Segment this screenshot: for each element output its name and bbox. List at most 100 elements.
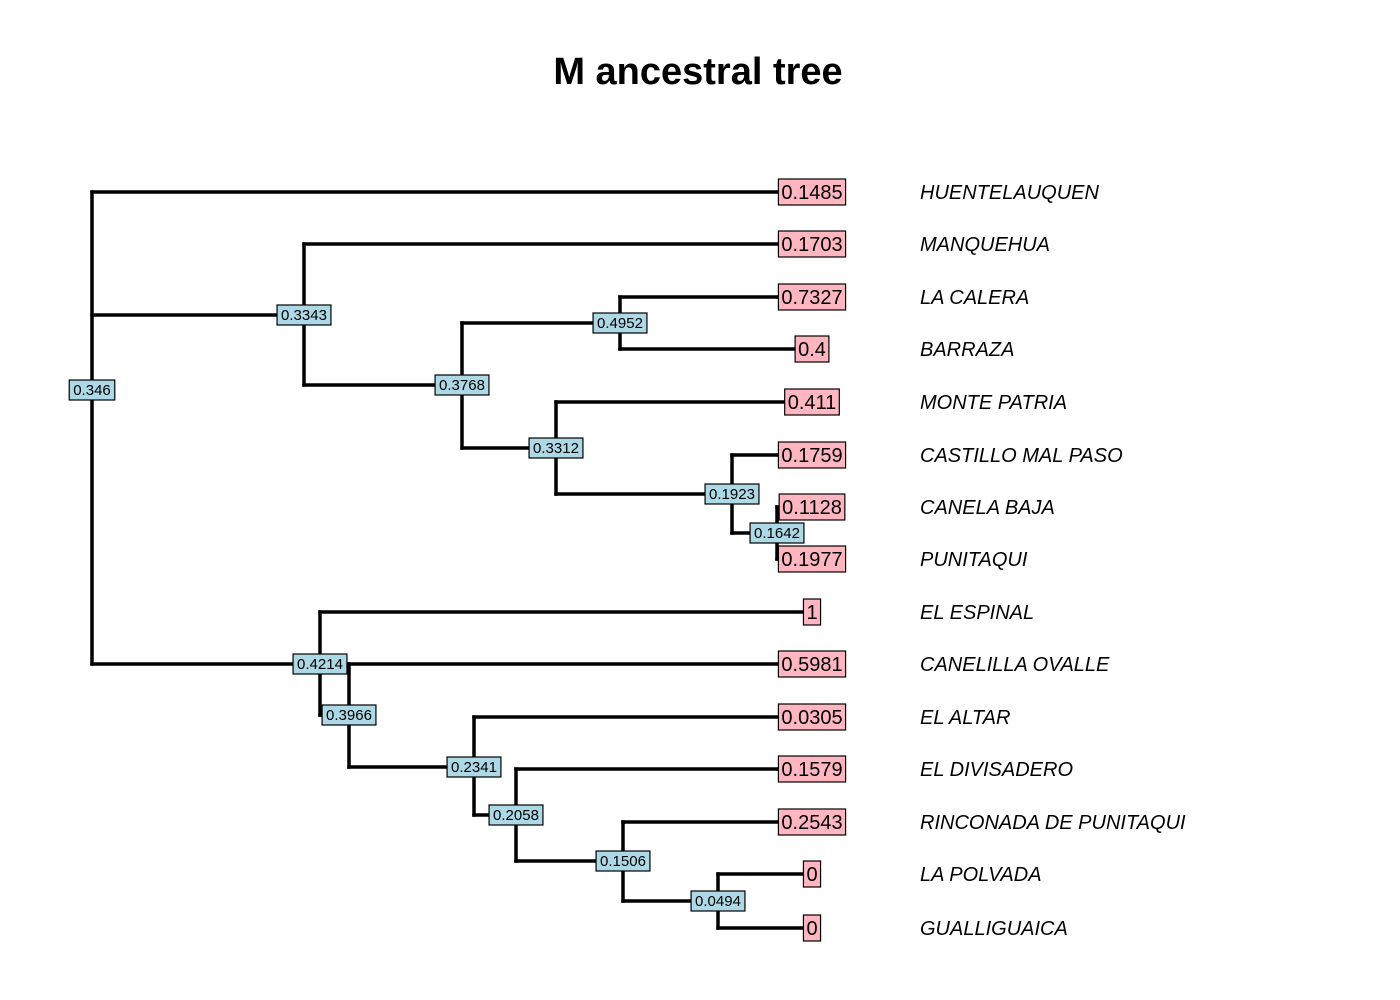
tip-value-4: 0.411 <box>784 388 840 416</box>
tip-value-label: 0.1703 <box>781 234 842 256</box>
tip-value-label: 0 <box>806 864 817 886</box>
tip-label: EL DIVISADERO <box>920 759 1073 781</box>
tip-value-box <box>777 703 847 731</box>
tip-value-box <box>802 914 822 942</box>
tree-edges <box>90 190 814 930</box>
tip-value-label: 0.1128 <box>782 497 842 519</box>
node-value-box <box>592 312 648 334</box>
node-value-label: 0.1506 <box>600 853 646 870</box>
tip-value-label: 1 <box>806 602 817 624</box>
tip-value-box <box>784 388 840 416</box>
tip-value-label: 0.1759 <box>781 445 842 467</box>
tip-value-box <box>777 755 847 783</box>
tip-value-14: 0 <box>802 914 822 942</box>
tip-label: MANQUEHUA <box>920 234 1050 256</box>
node-value-box <box>446 756 502 778</box>
tip-label: EL ESPINAL <box>920 602 1034 624</box>
tip-value-label: 0.0305 <box>781 707 842 729</box>
node-value-box <box>488 804 544 826</box>
node-value-label: 0.3768 <box>439 377 485 394</box>
node-value-n6: 0.1923 <box>704 483 760 505</box>
node-value-n13: 0.0494 <box>690 890 746 912</box>
node-value-box <box>528 437 584 459</box>
tip-value-box <box>802 598 822 626</box>
node-value-label: 0.3966 <box>326 707 372 724</box>
node-value-boxes: 0.346 0.3343 0.3768 0.4952 0.3312 0.1923 0.164… <box>68 304 805 912</box>
diagram-title: M ancestral tree <box>553 51 842 93</box>
node-value-label: 0.1923 <box>709 486 755 503</box>
tip-value-13: 0 <box>802 860 822 888</box>
tip-value-label: 0.5981 <box>781 654 842 676</box>
tip-value-2: 0.7327 <box>777 283 847 311</box>
tip-value-label: 0.1579 <box>781 759 842 781</box>
node-value-box <box>68 379 116 401</box>
node-value-n10: 0.2341 <box>446 756 502 778</box>
tip-value-0: 0.1485 <box>777 178 847 206</box>
tip-label: BARRAZA <box>920 339 1014 361</box>
tip-value-boxes: 0.1485 0.1703 0.7327 0.4 0.411 0.1759 0.1128 0.… <box>777 178 847 942</box>
node-value-n7: 0.1642 <box>749 522 805 544</box>
tip-value-box <box>777 808 847 836</box>
tip-value-box <box>777 230 847 258</box>
tip-value-9: 0.5981 <box>777 650 847 678</box>
tip-label: LA CALERA <box>920 287 1029 309</box>
tip-value-8: 1 <box>802 598 822 626</box>
node-value-n8: 0.4214 <box>292 653 348 675</box>
tip-value-box <box>777 545 847 573</box>
tip-value-label: 0.1977 <box>781 549 842 571</box>
tip-value-10: 0.0305 <box>777 703 847 731</box>
tip-value-box <box>777 650 847 678</box>
tip-value-label: 0.7327 <box>781 287 842 309</box>
tip-labels: HUENTELAUQUEN MANQUEHUA LA CALERA BARRAZA MO… <box>920 182 1186 940</box>
tip-value-box <box>777 441 847 469</box>
tip-label: PUNITAQUI <box>920 549 1028 571</box>
tip-value-5: 0.1759 <box>777 441 847 469</box>
node-value-label: 0.4214 <box>297 656 343 673</box>
tip-label: EL ALTAR <box>920 707 1010 729</box>
tip-value-box <box>777 283 847 311</box>
node-value-box <box>292 653 348 675</box>
node-value-box <box>434 374 490 396</box>
tip-label: HUENTELAUQUEN <box>920 182 1099 204</box>
node-value-label: 0.2341 <box>451 759 497 776</box>
node-value-n12: 0.1506 <box>595 850 651 872</box>
node-value-box <box>749 522 805 544</box>
tip-value-7: 0.1977 <box>777 545 847 573</box>
node-value-box <box>690 890 746 912</box>
node-value-label: 0.1642 <box>754 525 800 542</box>
node-value-label: 0.4952 <box>597 315 643 332</box>
tip-label: RINCONADA DE PUNITAQUI <box>920 812 1186 834</box>
node-value-label: 0.3343 <box>281 307 327 324</box>
node-value-n9: 0.3966 <box>321 704 377 726</box>
node-value-n5: 0.3312 <box>528 437 584 459</box>
node-value-n3: 0.3768 <box>434 374 490 396</box>
tip-value-6: 0.1128 <box>778 493 846 521</box>
tip-value-box <box>777 178 847 206</box>
node-value-n2: 0.3343 <box>276 304 332 326</box>
tip-label: CASTILLO MAL PASO <box>920 445 1123 467</box>
tip-label: LA POLVADA <box>920 864 1042 886</box>
tip-value-box <box>802 860 822 888</box>
tip-value-box <box>778 493 846 521</box>
tip-value-3: 0.4 <box>794 335 830 363</box>
node-value-n4: 0.4952 <box>592 312 648 334</box>
node-value-box <box>276 304 332 326</box>
tip-label: CANELILLA OVALLE <box>920 654 1110 676</box>
node-value-n1: 0.346 <box>68 379 116 401</box>
tip-value-box <box>794 335 830 363</box>
node-value-label: 0.2058 <box>493 807 539 824</box>
node-value-box <box>704 483 760 505</box>
tip-value-12: 0.2543 <box>777 808 847 836</box>
tip-value-label: 0 <box>806 918 817 940</box>
tip-label: MONTE PATRIA <box>920 392 1067 414</box>
tip-value-11: 0.1579 <box>777 755 847 783</box>
tip-value-label: 0.4 <box>798 339 826 361</box>
tip-label: GUALLIGUAICA <box>920 918 1068 940</box>
tip-value-1: 0.1703 <box>777 230 847 258</box>
node-value-box <box>595 850 651 872</box>
node-value-box <box>321 704 377 726</box>
node-value-n11: 0.2058 <box>488 804 544 826</box>
tip-value-label: 0.2543 <box>781 812 842 834</box>
tip-label: CANELA BAJA <box>920 497 1055 519</box>
